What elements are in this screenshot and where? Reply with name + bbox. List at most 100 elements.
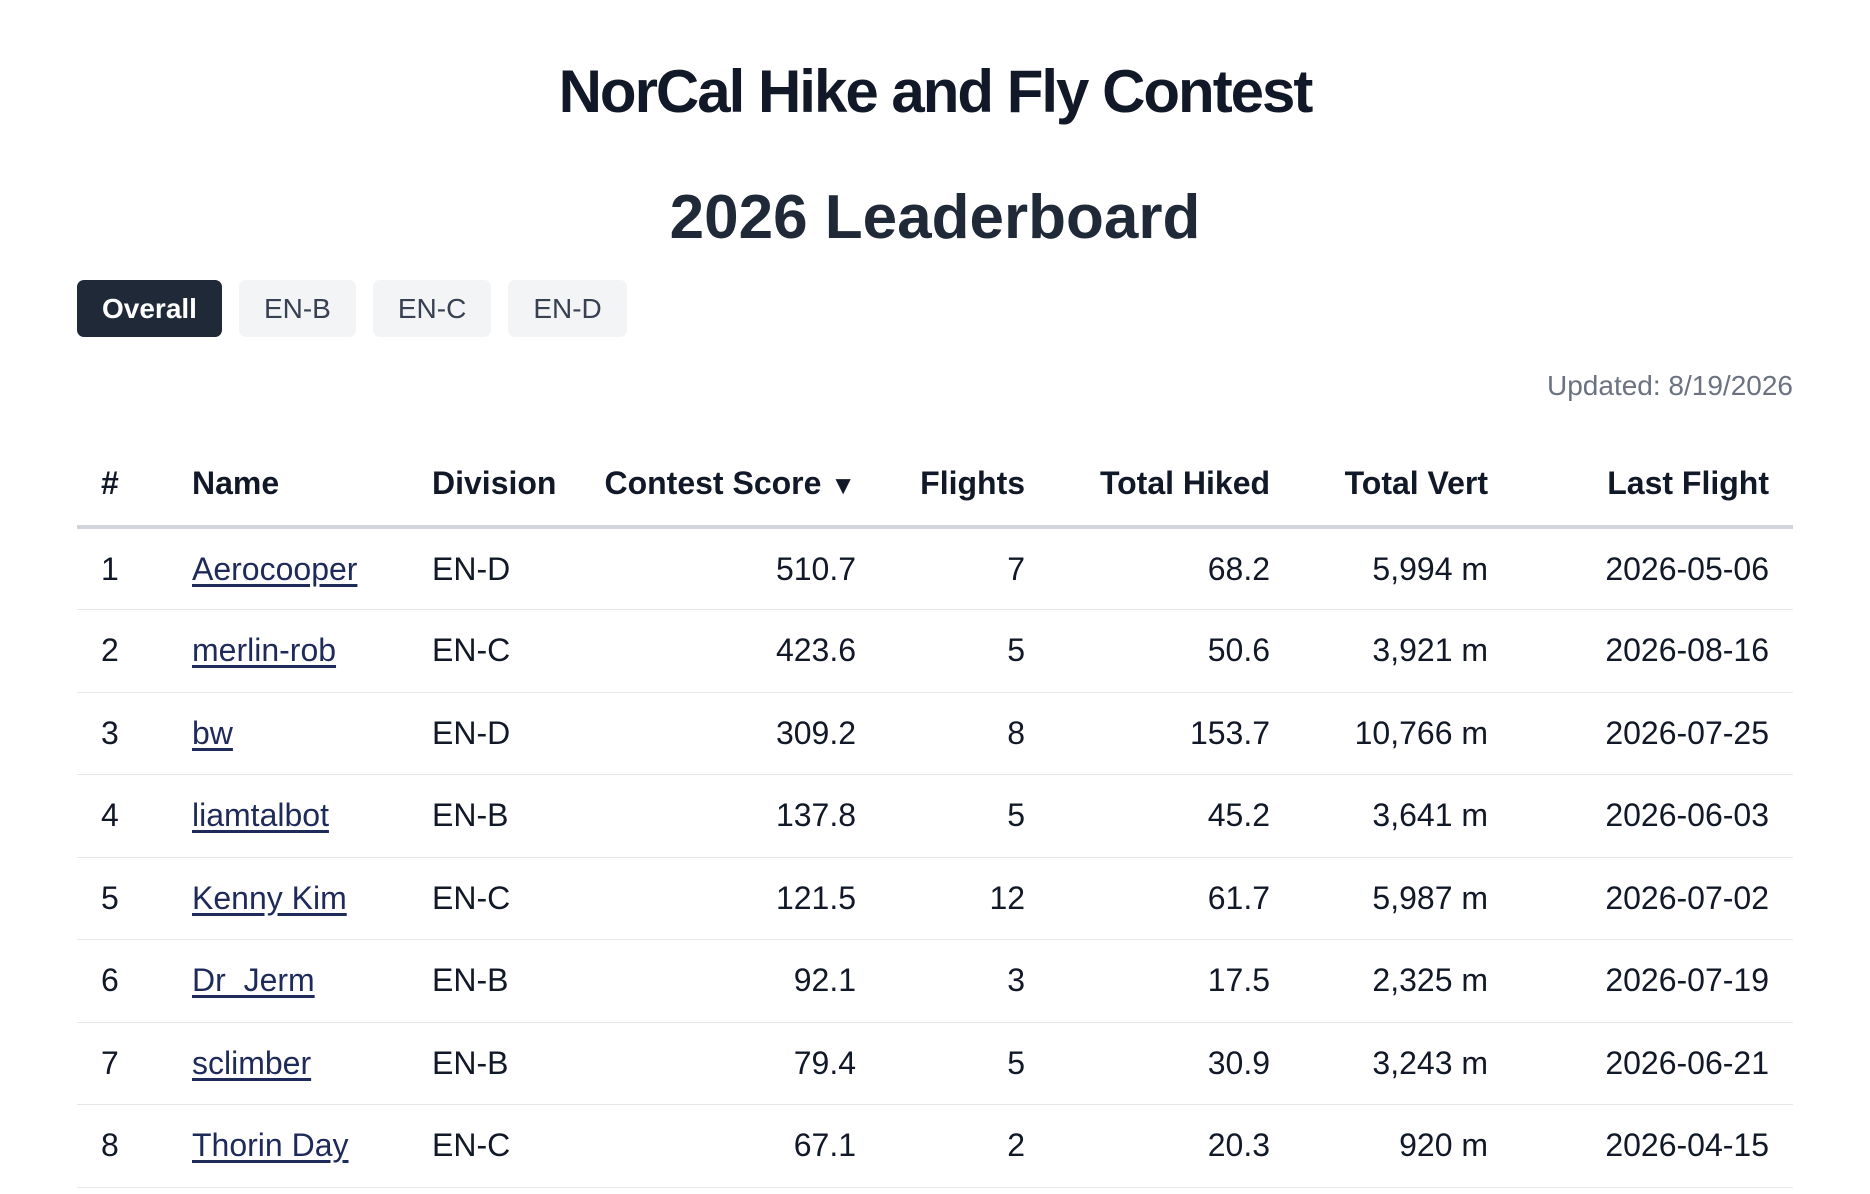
cell-name: Thorin Day bbox=[168, 1104, 408, 1188]
table-row: 3 bw EN-D 309.2 8 153.7 10,766 m 2026-07… bbox=[77, 692, 1793, 775]
cell-hiked: 50.6 bbox=[1049, 609, 1295, 693]
cell-rank: 4 bbox=[77, 774, 168, 858]
column-header-total-vert[interactable]: Total Vert bbox=[1294, 441, 1513, 529]
table-body: 1 Aerocooper EN-D 510.7 7 68.2 5,994 m 2… bbox=[77, 527, 1793, 1188]
column-header-vert-label: Total Vert bbox=[1344, 464, 1489, 501]
cell-vert: 920 m bbox=[1294, 1104, 1513, 1188]
player-link[interactable]: merlin-rob bbox=[192, 632, 337, 669]
column-header-division[interactable]: Division bbox=[408, 441, 581, 529]
cell-hiked: 45.2 bbox=[1049, 774, 1295, 858]
cell-vert: 3,641 m bbox=[1294, 774, 1513, 858]
cell-score: 510.7 bbox=[580, 527, 881, 610]
column-header-flights[interactable]: Flights bbox=[880, 441, 1050, 529]
tab-en-b[interactable]: EN-B bbox=[238, 280, 356, 337]
column-header-last-flight-label: Last Flight bbox=[1607, 464, 1769, 501]
column-header-name-label: Name bbox=[192, 464, 280, 501]
player-link[interactable]: liamtalbot bbox=[192, 797, 329, 834]
table-row: 4 liamtalbot EN-B 137.8 5 45.2 3,641 m 2… bbox=[77, 774, 1793, 858]
column-header-hiked-label: Total Hiked bbox=[1099, 464, 1271, 501]
cell-score: 121.5 bbox=[580, 857, 881, 940]
tab-en-c[interactable]: EN-C bbox=[372, 280, 492, 337]
table-header: # Name Division Contest Score ▼ Flights … bbox=[77, 441, 1793, 529]
table-row: 7 sclimber EN-B 79.4 5 30.9 3,243 m 2026… bbox=[77, 1022, 1793, 1105]
cell-last-flight: 2026-07-02 bbox=[1512, 857, 1793, 940]
cell-hiked: 153.7 bbox=[1049, 692, 1295, 775]
cell-vert: 2,325 m bbox=[1294, 939, 1513, 1023]
cell-division: EN-D bbox=[408, 692, 581, 775]
cell-hiked: 68.2 bbox=[1049, 527, 1295, 610]
player-link[interactable]: Aerocooper bbox=[192, 550, 358, 587]
cell-flights: 5 bbox=[880, 774, 1050, 858]
table-row: 6 Dr_Jerm EN-B 92.1 3 17.5 2,325 m 2026-… bbox=[77, 939, 1793, 1023]
cell-last-flight: 2026-06-03 bbox=[1512, 774, 1793, 858]
cell-division: EN-C bbox=[408, 857, 581, 940]
cell-vert: 3,243 m bbox=[1294, 1022, 1513, 1105]
cell-rank: 5 bbox=[77, 857, 168, 940]
contest-title: NorCal Hike and Fly Contest bbox=[558, 58, 1314, 125]
cell-name: Dr_Jerm bbox=[168, 939, 408, 1023]
cell-vert: 5,987 m bbox=[1294, 857, 1513, 940]
cell-score: 309.2 bbox=[580, 692, 881, 775]
cell-score: 67.1 bbox=[580, 1104, 881, 1188]
table-row: 8 Thorin Day EN-C 67.1 2 20.3 920 m 2026… bbox=[77, 1104, 1793, 1188]
leaderboard-title: 2026 Leaderboard bbox=[669, 183, 1201, 252]
cell-last-flight: 2026-05-06 bbox=[1512, 527, 1793, 610]
cell-flights: 12 bbox=[880, 857, 1050, 940]
column-header-rank-label: # bbox=[101, 464, 119, 501]
cell-rank: 1 bbox=[77, 527, 168, 610]
player-link[interactable]: sclimber bbox=[192, 1044, 312, 1081]
cell-hiked: 20.3 bbox=[1049, 1104, 1295, 1188]
table-row: 5 Kenny Kim EN-C 121.5 12 61.7 5,987 m 2… bbox=[77, 857, 1793, 940]
cell-last-flight: 2026-06-21 bbox=[1512, 1022, 1793, 1105]
player-link[interactable]: Dr_Jerm bbox=[192, 962, 315, 999]
cell-vert: 3,921 m bbox=[1294, 609, 1513, 693]
updated-timestamp: Updated: 8/19/2026 bbox=[1547, 370, 1793, 401]
cell-name: bw bbox=[168, 692, 408, 775]
player-link[interactable]: Thorin Day bbox=[192, 1127, 349, 1164]
column-header-last-flight[interactable]: Last Flight bbox=[1512, 441, 1793, 529]
cell-last-flight: 2026-04-15 bbox=[1512, 1104, 1793, 1188]
column-header-name[interactable]: Name bbox=[168, 441, 408, 529]
cell-rank: 2 bbox=[77, 609, 168, 693]
cell-flights: 2 bbox=[880, 1104, 1050, 1188]
cell-division: EN-C bbox=[408, 1104, 581, 1188]
cell-hiked: 61.7 bbox=[1049, 857, 1295, 940]
cell-division: EN-B bbox=[408, 774, 581, 858]
cell-rank: 3 bbox=[77, 692, 168, 775]
cell-name: sclimber bbox=[168, 1022, 408, 1105]
tab-overall[interactable]: Overall bbox=[77, 280, 222, 337]
cell-rank: 7 bbox=[77, 1022, 168, 1105]
cell-rank: 6 bbox=[77, 939, 168, 1023]
column-header-flights-label: Flights bbox=[920, 464, 1026, 501]
cell-score: 79.4 bbox=[580, 1022, 881, 1105]
leaderboard-table: # Name Division Contest Score ▼ Flights … bbox=[77, 441, 1793, 1188]
player-link[interactable]: Kenny Kim bbox=[192, 879, 347, 916]
cell-score: 92.1 bbox=[580, 939, 881, 1023]
cell-score: 137.8 bbox=[580, 774, 881, 858]
tab-en-d[interactable]: EN-D bbox=[508, 280, 627, 337]
cell-hiked: 17.5 bbox=[1049, 939, 1295, 1023]
division-tabs: Overall EN-B EN-C EN-D bbox=[77, 280, 1793, 337]
sort-descending-icon: ▼ bbox=[830, 469, 857, 500]
table-row: 1 Aerocooper EN-D 510.7 7 68.2 5,994 m 2… bbox=[77, 527, 1793, 610]
cell-division: EN-D bbox=[408, 527, 581, 610]
cell-flights: 3 bbox=[880, 939, 1050, 1023]
cell-name: Kenny Kim bbox=[168, 857, 408, 940]
cell-division: EN-B bbox=[408, 939, 581, 1023]
cell-last-flight: 2026-08-16 bbox=[1512, 609, 1793, 693]
player-link[interactable]: bw bbox=[192, 714, 233, 751]
cell-vert: 10,766 m bbox=[1294, 692, 1513, 775]
cell-flights: 7 bbox=[880, 527, 1050, 610]
cell-division: EN-B bbox=[408, 1022, 581, 1105]
column-header-total-hiked[interactable]: Total Hiked bbox=[1049, 441, 1295, 529]
column-header-contest-score[interactable]: Contest Score ▼ bbox=[580, 441, 881, 529]
cell-name: liamtalbot bbox=[168, 774, 408, 858]
cell-last-flight: 2026-07-25 bbox=[1512, 692, 1793, 775]
column-header-division-label: Division bbox=[432, 464, 557, 501]
column-header-score-label: Contest Score bbox=[604, 464, 822, 501]
cell-hiked: 30.9 bbox=[1049, 1022, 1295, 1105]
cell-name: merlin-rob bbox=[168, 609, 408, 693]
column-header-rank[interactable]: # bbox=[77, 441, 168, 529]
cell-vert: 5,994 m bbox=[1294, 527, 1513, 610]
